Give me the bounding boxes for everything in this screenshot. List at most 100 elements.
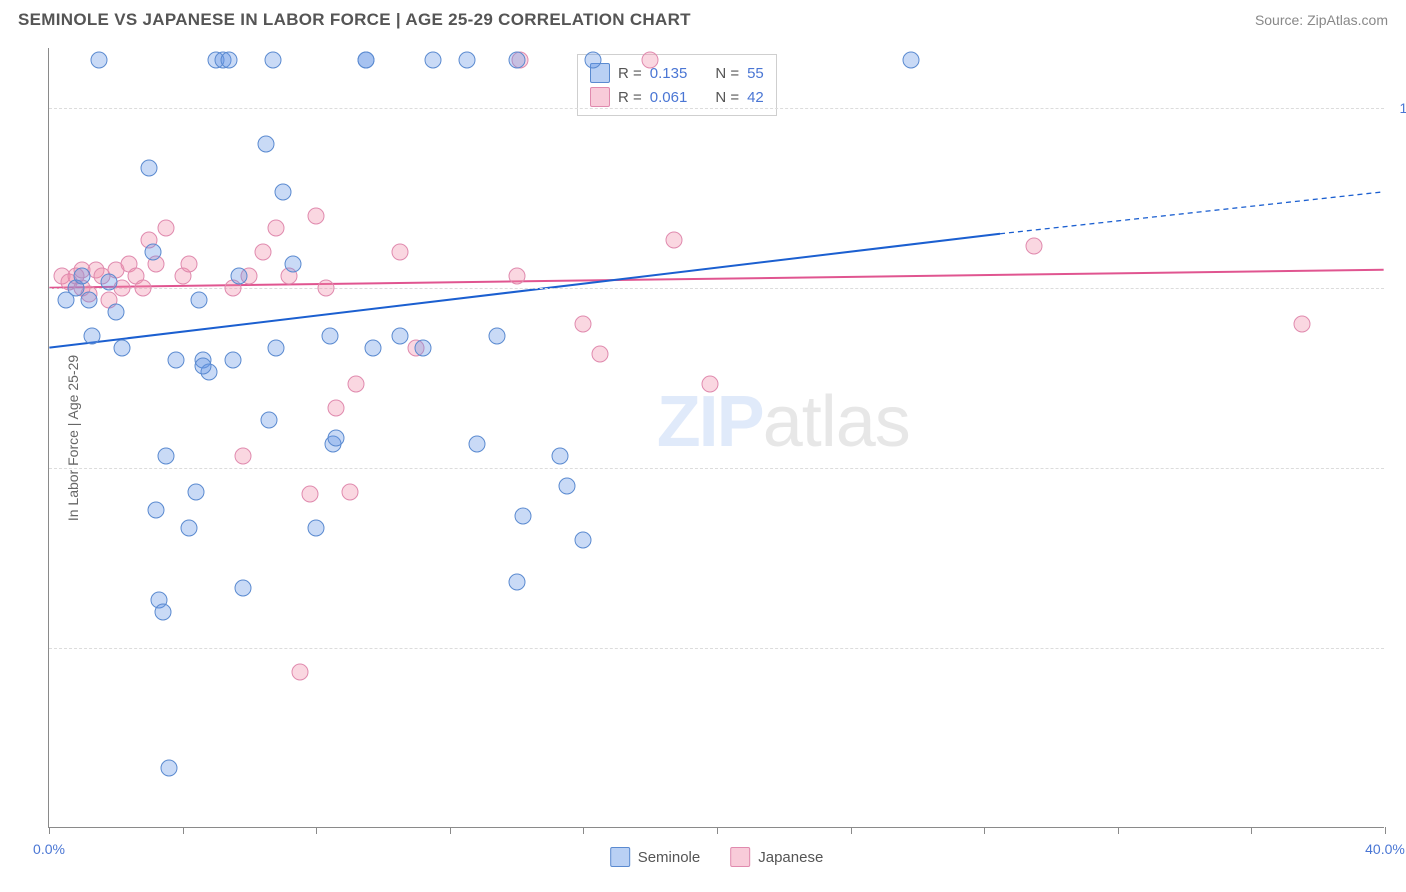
scatter-point-seminole: [144, 244, 161, 261]
x-tick: [851, 827, 852, 834]
scatter-point-japanese: [157, 220, 174, 237]
scatter-point-seminole: [264, 52, 281, 69]
legend-n-value: 55: [747, 65, 764, 82]
scatter-point-japanese: [592, 346, 609, 363]
y-tick-label: 100.0%: [1391, 100, 1406, 116]
legend-series-label: Japanese: [758, 849, 823, 866]
scatter-point-seminole: [74, 268, 91, 285]
scatter-point-japanese: [1293, 316, 1310, 333]
scatter-point-seminole: [147, 502, 164, 519]
y-tick-label: 70.0%: [1391, 460, 1406, 476]
chart-plot-area: In Labor Force | Age 25-29 ZIPatlas R = 0…: [48, 48, 1384, 828]
scatter-point-seminole: [91, 52, 108, 69]
grid-line-h: [49, 468, 1384, 469]
scatter-point-japanese: [702, 376, 719, 393]
source-label: Source: ZipAtlas.com: [1255, 12, 1388, 28]
grid-line-h: [49, 648, 1384, 649]
scatter-point-seminole: [221, 52, 238, 69]
legend-n-value: 42: [747, 89, 764, 106]
legend-series-label: Seminole: [638, 849, 701, 866]
legend-series-item: Seminole: [610, 847, 701, 867]
grid-line-h: [49, 108, 1384, 109]
scatter-point-japanese: [341, 484, 358, 501]
x-tick: [49, 827, 50, 834]
scatter-point-seminole: [187, 484, 204, 501]
scatter-point-seminole: [902, 52, 919, 69]
scatter-point-japanese: [665, 232, 682, 249]
x-tick-label: 0.0%: [33, 841, 65, 857]
scatter-point-seminole: [558, 478, 575, 495]
y-tick-label: 85.0%: [1391, 280, 1406, 296]
scatter-point-japanese: [348, 376, 365, 393]
x-tick: [450, 827, 451, 834]
watermark-atlas: atlas: [763, 382, 910, 462]
scatter-point-seminole: [575, 532, 592, 549]
scatter-point-japanese: [234, 448, 251, 465]
scatter-point-seminole: [458, 52, 475, 69]
scatter-point-seminole: [515, 508, 532, 525]
scatter-point-seminole: [488, 328, 505, 345]
scatter-point-japanese: [575, 316, 592, 333]
scatter-point-seminole: [391, 328, 408, 345]
scatter-point-seminole: [101, 274, 118, 291]
scatter-point-seminole: [181, 520, 198, 537]
stats-legend-row: R = 0.061 N = 42: [590, 85, 764, 109]
chart-title: SEMINOLE VS JAPANESE IN LABOR FORCE | AG…: [18, 10, 691, 30]
x-tick: [1251, 827, 1252, 834]
legend-swatch: [730, 847, 750, 867]
legend-n-label: N =: [715, 65, 739, 82]
x-tick: [183, 827, 184, 834]
scatter-point-japanese: [308, 208, 325, 225]
stats-legend-box: R = 0.135 N = 55 R = 0.061 N = 42: [577, 54, 777, 116]
scatter-point-seminole: [468, 436, 485, 453]
scatter-point-japanese: [291, 664, 308, 681]
scatter-point-seminole: [107, 304, 124, 321]
scatter-point-japanese: [268, 220, 285, 237]
x-tick: [316, 827, 317, 834]
x-tick: [1385, 827, 1386, 834]
scatter-point-seminole: [114, 340, 131, 357]
scatter-point-seminole: [268, 340, 285, 357]
x-tick: [984, 827, 985, 834]
scatter-point-japanese: [328, 400, 345, 417]
scatter-point-seminole: [284, 256, 301, 273]
legend-r-label: R =: [618, 89, 642, 106]
scatter-point-japanese: [254, 244, 271, 261]
scatter-point-seminole: [258, 136, 275, 153]
scatter-point-seminole: [154, 604, 171, 621]
legend-swatch: [590, 87, 610, 107]
scatter-point-seminole: [328, 430, 345, 447]
x-tick: [1118, 827, 1119, 834]
watermark: ZIPatlas: [657, 381, 910, 463]
trend-lines-layer: [49, 48, 1384, 827]
x-tick: [583, 827, 584, 834]
scatter-point-seminole: [308, 520, 325, 537]
x-tick: [717, 827, 718, 834]
legend-n-label: N =: [715, 89, 739, 106]
scatter-point-seminole: [141, 160, 158, 177]
scatter-point-seminole: [358, 52, 375, 69]
scatter-point-seminole: [167, 352, 184, 369]
watermark-zip: ZIP: [657, 382, 763, 462]
scatter-point-seminole: [84, 328, 101, 345]
legend-r-value: 0.061: [650, 89, 688, 106]
stats-legend-row: R = 0.135 N = 55: [590, 61, 764, 85]
scatter-point-seminole: [552, 448, 569, 465]
scatter-point-seminole: [157, 448, 174, 465]
scatter-point-seminole: [224, 352, 241, 369]
x-tick-label: 40.0%: [1365, 841, 1405, 857]
scatter-point-seminole: [321, 328, 338, 345]
scatter-point-seminole: [81, 292, 98, 309]
legend-r-value: 0.135: [650, 65, 688, 82]
scatter-point-seminole: [194, 358, 211, 375]
scatter-point-seminole: [191, 292, 208, 309]
scatter-point-seminole: [234, 580, 251, 597]
scatter-point-seminole: [585, 52, 602, 69]
y-axis-label: In Labor Force | Age 25-29: [65, 354, 81, 520]
scatter-point-japanese: [181, 256, 198, 273]
scatter-point-seminole: [231, 268, 248, 285]
scatter-point-japanese: [301, 486, 318, 503]
scatter-point-japanese: [134, 280, 151, 297]
legend-r-label: R =: [618, 65, 642, 82]
scatter-point-seminole: [364, 340, 381, 357]
